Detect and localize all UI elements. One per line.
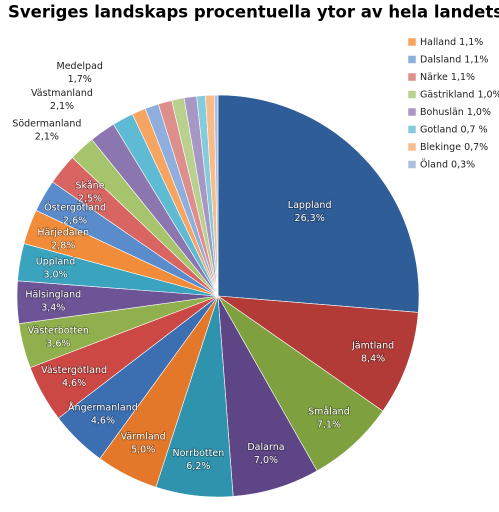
legend-swatch (407, 55, 417, 64)
slice-label: Västerbotten (28, 325, 89, 336)
slice-label: Härjedalen (37, 228, 89, 239)
legend-value: 1,1% (451, 72, 475, 83)
legend-swatch (407, 72, 417, 82)
slice-value: 3,0% (43, 270, 67, 281)
legend-name: Gästrikland (420, 89, 474, 100)
legend-swatch (407, 90, 417, 99)
slice-value: 2,6% (63, 215, 87, 226)
slice-value: 6,2% (186, 461, 210, 472)
legend-value: 1,1% (464, 54, 488, 65)
legend-entry: Gästrikland 1,0% (420, 89, 499, 100)
legend-entry: Närke 1,1% (420, 72, 475, 83)
legend-name: Halland (420, 37, 456, 48)
slice-label: Ångermanland (68, 402, 138, 414)
legend-entry: Halland 1,1% (420, 37, 483, 48)
legend-entry: Gotland 0,7 % (420, 124, 488, 135)
slice-value: 7,0% (254, 455, 278, 466)
legend-swatch (407, 160, 417, 169)
legend-value: 0,7% (464, 142, 488, 153)
slice-label: Uppland (36, 257, 76, 268)
slice (216, 295, 419, 412)
legend-name: Dalsland (420, 54, 461, 65)
legend-entry: Bohuslän 1,0% (420, 107, 491, 118)
slice-label: Hälsingland (25, 290, 81, 301)
slice-value: 1,7% (68, 74, 92, 85)
slice-value: 2,1% (35, 131, 59, 142)
slice-value: 7,1% (317, 419, 341, 430)
legend-value: 1,0% (467, 107, 491, 118)
pie (16, 94, 420, 498)
slice-labels: Lappland 26,3% Jämtland 8,4% Småland 7,1% Dala… (12, 61, 395, 473)
legend-swatch (407, 107, 417, 117)
legend-swatch (407, 37, 417, 47)
slice-value: 3,4% (41, 303, 65, 314)
slice-value: 2,1% (50, 101, 74, 112)
legend-value: 1,1% (459, 37, 483, 48)
slice-label: Skåne (75, 181, 104, 192)
slice (217, 94, 420, 313)
legend-name: Blekinge (420, 142, 461, 153)
legend-entry: Dalsland 1,1% (420, 54, 488, 65)
chart-title: Sveriges landskaps procentuella ytor av … (8, 3, 499, 22)
legend-swatch (407, 142, 417, 152)
slice-label: Småland (308, 406, 350, 417)
slice-label: Medelpad (57, 61, 103, 72)
slice-value: 3,6% (46, 338, 70, 349)
slice-label: Södermanland (12, 118, 81, 129)
slice-label: Västmanland (31, 88, 93, 99)
legend-value: 0,3% (451, 159, 475, 170)
legend-entry: Blekinge 0,7% (420, 142, 488, 153)
legend-value: 0,7 % (460, 124, 487, 135)
slice-label: Jämtland (351, 340, 394, 351)
legend: Halland 1,1%Dalsland 1,1%Närke 1,1%Gästr… (407, 37, 499, 170)
slice-label: Norrbotten (173, 448, 225, 459)
slice-label: Östergötland (44, 202, 106, 213)
slice-value: 4,6% (62, 378, 86, 389)
slice-label: Västergötland (41, 365, 107, 376)
slice-value: 26,3% (295, 213, 325, 224)
slice-value: 8,4% (361, 353, 385, 364)
slice-value: 2,5% (78, 194, 102, 205)
slice-label: Värmland (121, 431, 166, 442)
legend-name: Öland (420, 159, 448, 170)
slice-label: Lappland (288, 200, 332, 211)
slice (213, 94, 219, 297)
slice-value: 2,8% (51, 241, 75, 252)
slice-label: Dalarna (247, 442, 284, 453)
slice-value: 4,6% (91, 416, 115, 427)
legend-name: Gotland (420, 124, 457, 135)
slice-value: 5,0% (131, 444, 155, 455)
legend-name: Närke (420, 72, 448, 83)
legend-name: Bohuslän (420, 107, 464, 118)
legend-swatch (407, 125, 417, 134)
legend-value: 1,0% (477, 89, 499, 100)
legend-entry: Öland 0,3% (420, 159, 475, 170)
